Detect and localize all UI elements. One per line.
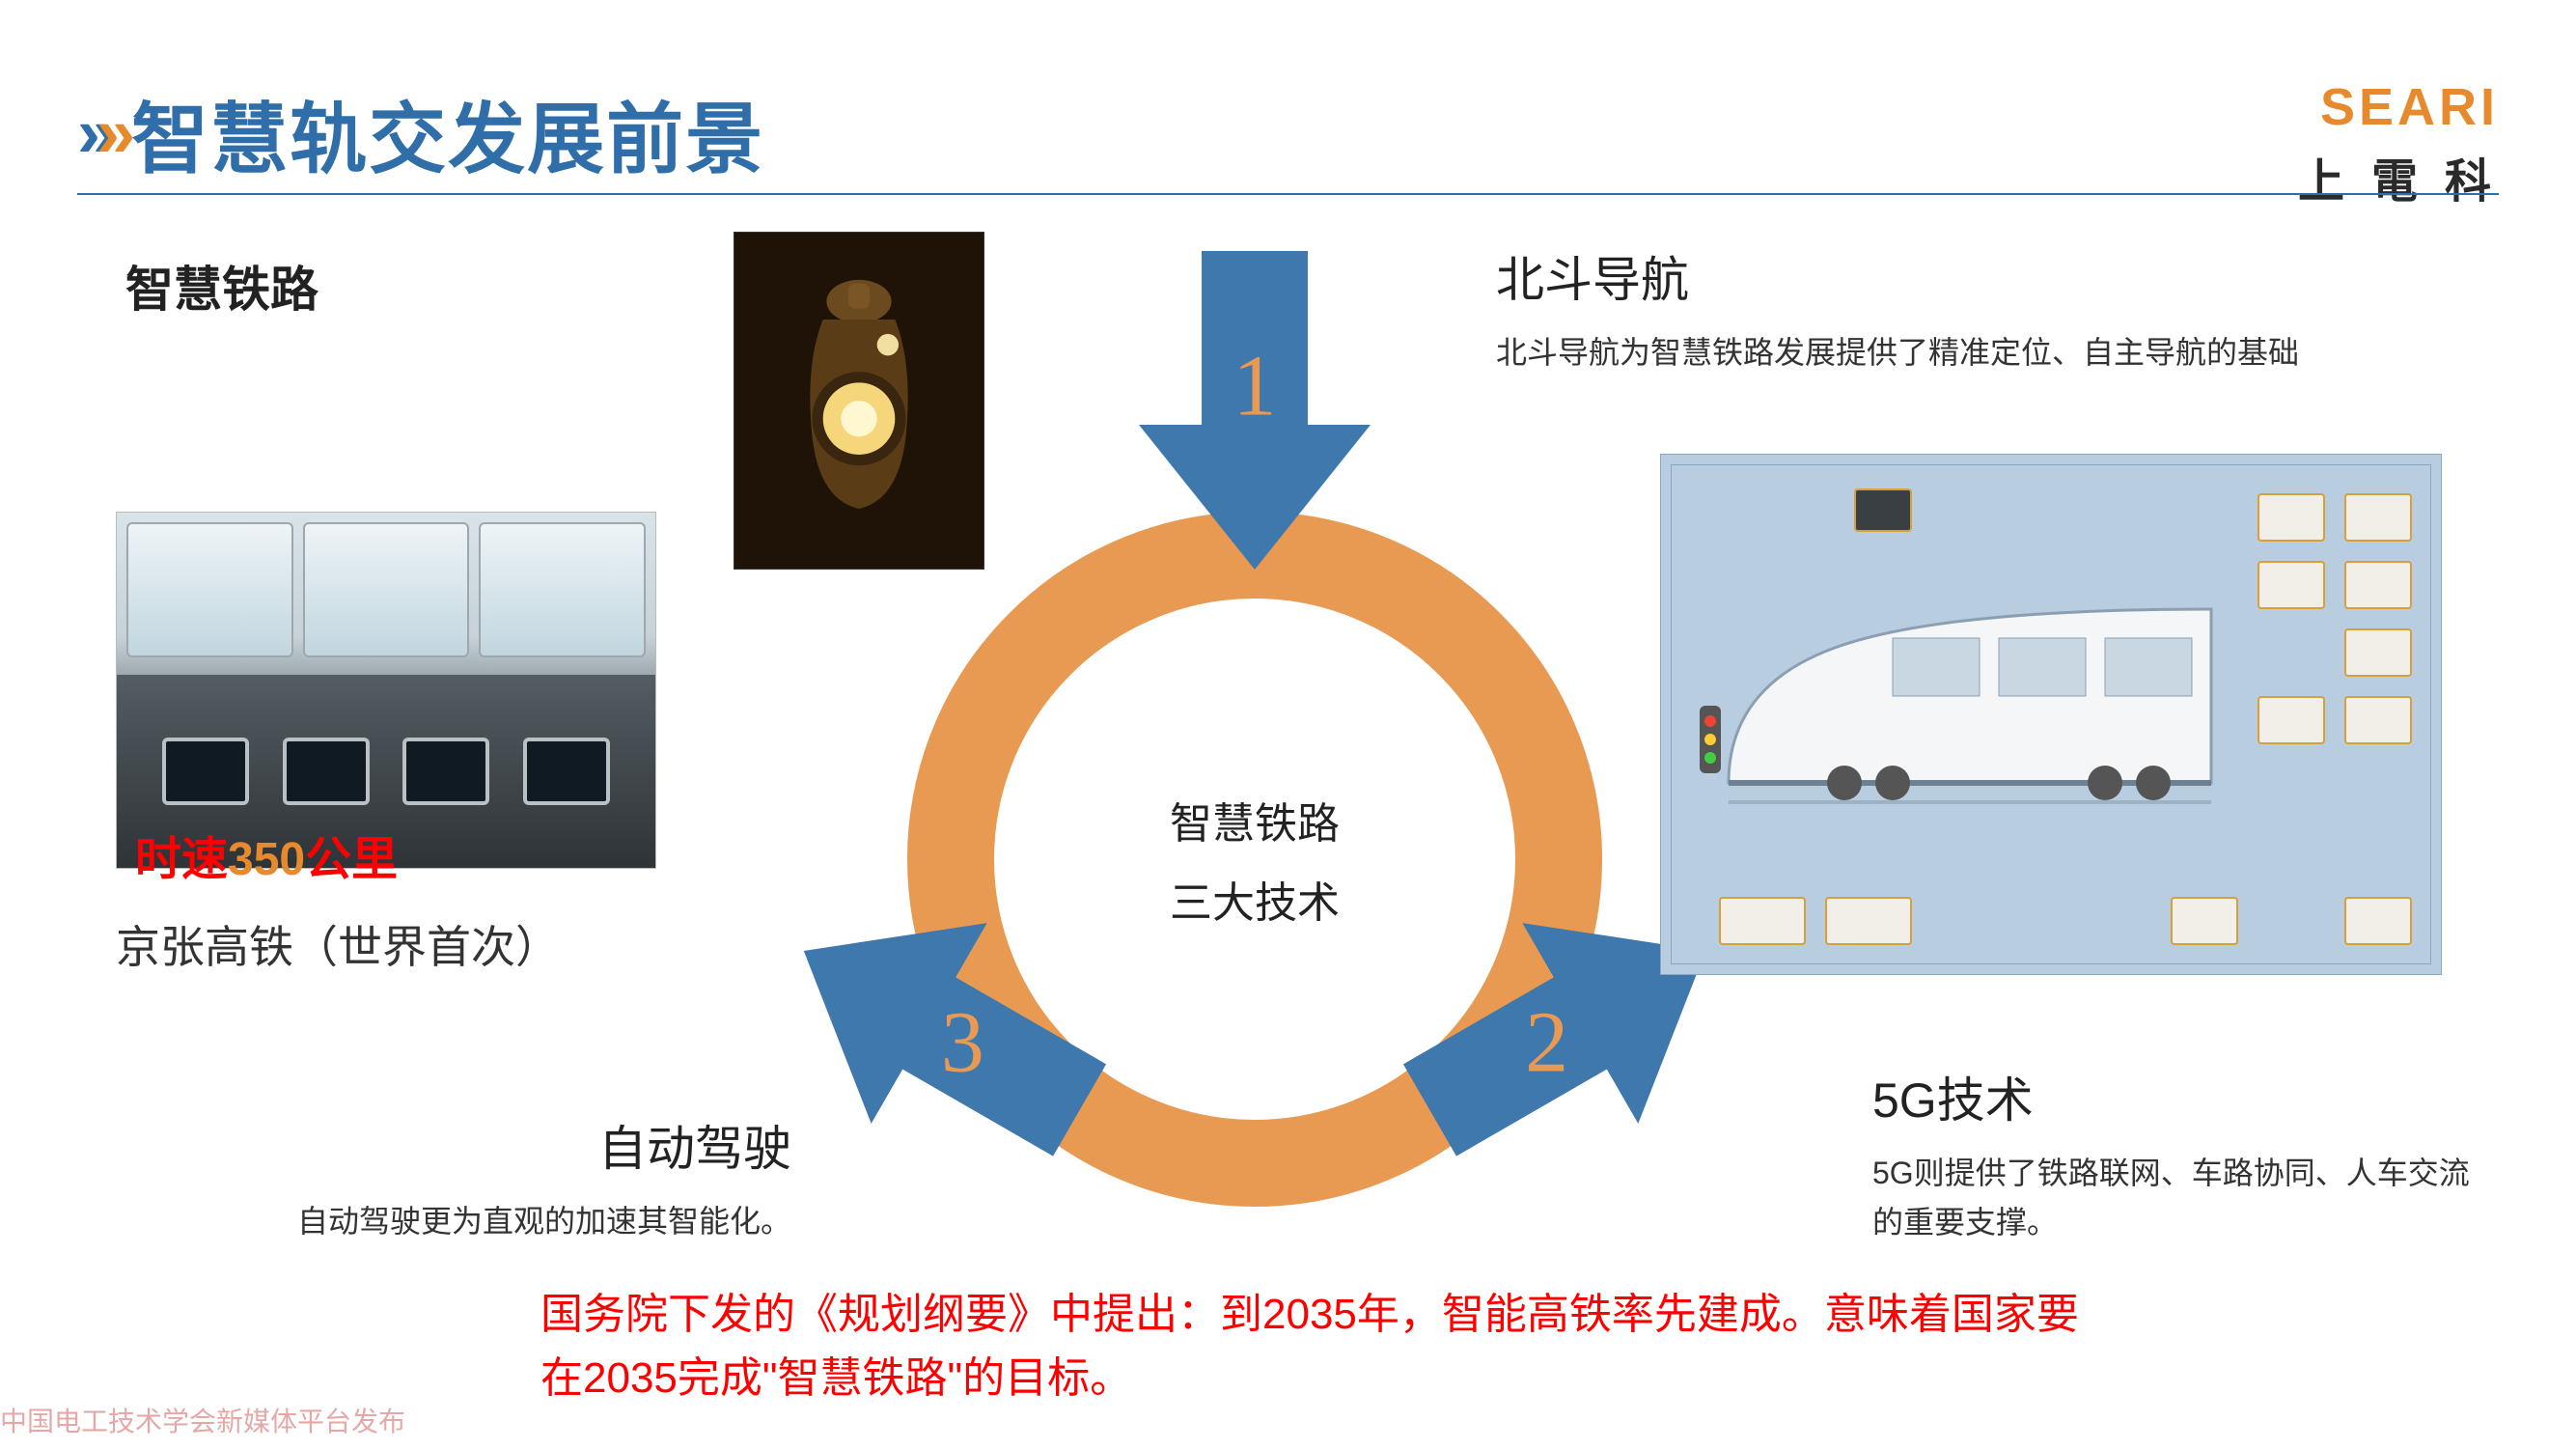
arrow-1-number: 1 bbox=[1233, 336, 1277, 435]
speed-overlay: 时速350公里 bbox=[135, 821, 398, 888]
item-5g-desc: 5G则提供了铁路联网、车路协同、人车交流的重要支撑。 bbox=[1872, 1149, 2471, 1247]
arrow-1: 1 bbox=[1110, 241, 1399, 570]
speed-prefix: 时速 bbox=[135, 834, 228, 885]
header: »» 智慧轨交发展前景 SEARI 上 電 科 bbox=[77, 77, 2499, 210]
logo-latin: SEARI bbox=[2298, 77, 2499, 137]
watermark: 中国电工技术学会新媒体平台发布 bbox=[0, 1401, 405, 1439]
item-beidou-title: 北斗导航 bbox=[1496, 241, 2413, 311]
item-5g-title: 5G技术 bbox=[1872, 1062, 2471, 1131]
center-line1: 智慧铁路 bbox=[1170, 789, 1340, 850]
section-heading: 智慧铁路 bbox=[125, 251, 319, 320]
center-line2: 三大技术 bbox=[1170, 868, 1340, 930]
arrow-2-number: 2 bbox=[1525, 993, 1568, 1093]
item-autodrive: 自动驾驶 自动驾驶更为直观的加速其智能化。 bbox=[135, 1110, 791, 1246]
bottom-statement: 国务院下发的《规划纲要》中提出：到2035年，智能高铁率先建成。意味着国家要在2… bbox=[540, 1283, 2085, 1410]
left-caption: 京张高铁（世界首次） bbox=[116, 912, 560, 976]
header-divider bbox=[77, 193, 2499, 195]
item-beidou-desc: 北斗导航为智慧铁路发展提供了精准定位、自主导航的基础 bbox=[1496, 328, 2413, 377]
logo-cn: 上 電 科 bbox=[2298, 143, 2499, 210]
chevron-icon: »» bbox=[77, 94, 116, 173]
arrow-3-number: 3 bbox=[941, 993, 984, 1093]
item-5g: 5G技术 5G则提供了铁路联网、车路协同、人车交流的重要支撑。 bbox=[1872, 1062, 2471, 1247]
logo: SEARI 上 電 科 bbox=[2298, 77, 2499, 210]
item-autodrive-title: 自动驾驶 bbox=[135, 1110, 791, 1180]
train-system-diagram bbox=[1660, 454, 2442, 975]
speed-value: 350 bbox=[228, 834, 305, 885]
title-wrap: »» 智慧轨交发展前景 bbox=[77, 77, 764, 189]
speed-unit: 公里 bbox=[305, 834, 398, 885]
item-autodrive-desc: 自动驾驶更为直观的加速其智能化。 bbox=[135, 1197, 791, 1246]
signal-icon bbox=[1700, 706, 1721, 773]
train-cab-image bbox=[116, 512, 656, 869]
item-beidou: 北斗导航 北斗导航为智慧铁路发展提供了精准定位、自主导航的基础 bbox=[1496, 241, 2413, 377]
page-title: 智慧轨交发展前景 bbox=[131, 77, 764, 189]
